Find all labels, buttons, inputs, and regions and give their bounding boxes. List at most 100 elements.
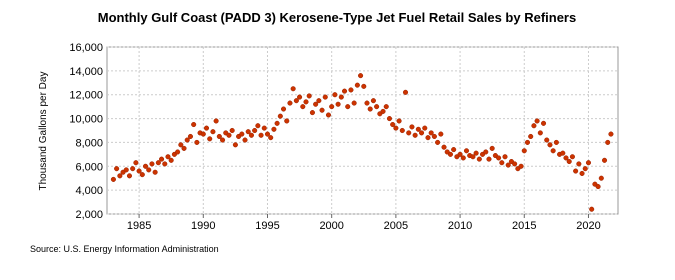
data-point [537,130,543,136]
data-point [252,127,258,134]
data-point [483,149,489,155]
data-point [393,125,399,131]
data-point [207,136,213,142]
data-point [598,175,604,181]
data-point [130,166,136,172]
data-point [187,133,194,140]
data-point [297,94,303,100]
data-point [168,157,174,163]
data-point [229,127,235,134]
data-point [605,139,611,145]
data-point [406,130,412,136]
data-point [255,123,261,129]
data-point [470,154,476,160]
data-point [438,131,444,137]
data-point [313,101,319,107]
x-tick-label: 1995 [255,220,279,232]
data-point [354,82,360,88]
data-point [585,160,592,166]
x-tick-label: 2005 [384,220,408,232]
data-point [114,166,120,172]
data-point [370,98,376,104]
data-point [181,145,187,151]
data-point [512,161,518,167]
data-point [521,148,527,154]
data-point [290,86,296,92]
data-point [582,166,588,172]
data-point [473,150,479,156]
data-point [431,133,437,140]
source-note: Source: U.S. Energy Information Administ… [30,244,219,254]
data-point [601,157,608,163]
data-point [162,161,168,167]
data-point [553,139,559,145]
data-point [345,104,351,110]
data-point [220,137,226,143]
data-point [476,156,482,162]
data-point [566,158,572,165]
data-point [194,139,200,145]
data-point [245,129,251,135]
data-point [165,154,171,160]
data-point [332,92,338,98]
data-point [287,100,293,106]
data-point [502,154,508,160]
data-point [136,168,142,174]
y-tick-label: 10,000 [69,114,103,126]
x-tick-label: 2020 [576,220,600,232]
data-point [447,151,453,157]
data-point [531,123,537,129]
data-point [261,125,267,131]
data-point [149,161,155,167]
data-point [358,73,364,79]
data-point [325,112,332,118]
data-point [133,160,139,166]
data-point [505,162,511,168]
data-point [534,118,540,124]
data-point [544,137,550,143]
plot-area [106,46,619,215]
data-point [441,144,447,150]
data-point [576,161,582,167]
data-point [303,99,309,105]
data-point [496,155,502,161]
data-point [142,163,149,169]
data-point [589,206,595,212]
x-tick-label: 2010 [448,220,472,232]
data-point [595,184,601,190]
data-point [316,98,322,104]
data-point [293,98,299,104]
data-point [361,83,367,89]
data-point [146,167,152,173]
data-point [451,147,457,153]
data-point [374,104,380,110]
data-point [123,167,129,173]
data-point [402,89,409,95]
data-point [155,160,161,166]
data-point [226,132,232,138]
y-tick-label: 12,000 [69,90,103,102]
data-point [210,129,216,135]
data-point [425,135,431,141]
data-point [435,139,441,145]
x-tick-label: 2000 [319,220,343,232]
data-point [399,127,405,134]
data-point [203,125,210,131]
data-point [277,113,283,119]
data-point [178,142,184,148]
data-point [573,168,579,174]
data-point [216,133,222,140]
data-point [309,110,315,116]
data-point [322,94,328,100]
data-point [319,107,325,113]
x-tick-label: 1985 [127,220,151,232]
data-point [126,173,133,179]
data-point [386,116,393,122]
data-point [528,133,534,140]
x-tick-label: 1990 [191,220,215,232]
data-point [390,121,396,128]
data-point [184,137,190,143]
y-tick-label: 14,000 [69,66,103,78]
data-point [457,151,463,157]
